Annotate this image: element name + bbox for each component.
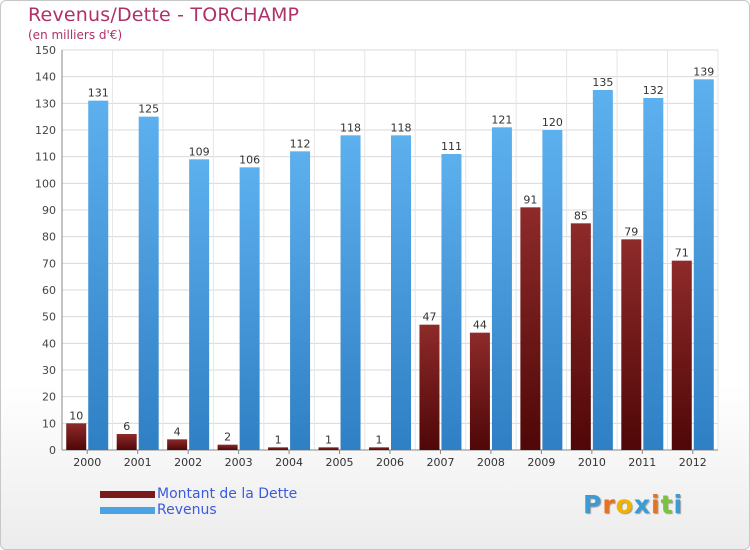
data-label-dette: 47 — [422, 311, 436, 324]
data-label-dette: 1 — [275, 433, 282, 446]
x-tick-label: 2005 — [326, 456, 354, 469]
bar-dette — [520, 207, 541, 450]
proxiti-logo: Proxiti — [583, 490, 684, 519]
chart-subtitle: (en milliers d'€) — [28, 28, 123, 42]
y-tick-label: 0 — [49, 444, 56, 457]
data-label-revenus: 131 — [88, 87, 109, 100]
x-tick-label: 2000 — [73, 456, 101, 469]
x-tick-label: 2010 — [578, 456, 606, 469]
bar-revenus — [643, 98, 664, 450]
x-tick-label: 2007 — [426, 456, 454, 469]
bar-revenus — [491, 127, 512, 450]
data-label-dette: 2 — [224, 431, 231, 444]
legend-label-dette: Montant de la Dette — [157, 486, 298, 502]
y-tick-label: 30 — [42, 364, 56, 377]
y-tick-label: 100 — [35, 177, 56, 190]
bar-revenus — [189, 159, 210, 451]
y-tick-label: 130 — [35, 97, 56, 110]
bar-dette — [621, 239, 642, 450]
legend-swatch-revenus — [100, 506, 155, 514]
y-tick-label: 50 — [42, 311, 56, 324]
data-label-dette: 71 — [675, 247, 689, 260]
data-label-dette: 1 — [325, 433, 332, 446]
y-tick-label: 60 — [42, 284, 56, 297]
y-tick-label: 110 — [35, 151, 56, 164]
y-tick-label: 80 — [42, 231, 56, 244]
bar-dette — [217, 444, 238, 450]
bar-revenus — [290, 151, 311, 451]
data-label-revenus: 139 — [693, 65, 714, 78]
bar-dette — [671, 260, 692, 450]
legend: Montant de la Dette Revenus — [100, 486, 297, 518]
data-label-dette: 44 — [473, 319, 487, 332]
data-label-revenus: 135 — [592, 76, 613, 89]
data-label-revenus: 118 — [340, 121, 361, 134]
data-label-revenus: 112 — [290, 137, 311, 150]
data-label-revenus: 120 — [542, 116, 563, 129]
bar-revenus — [441, 154, 462, 450]
data-label-dette: 4 — [174, 425, 181, 438]
bar-revenus — [88, 100, 109, 451]
data-label-dette: 6 — [123, 420, 130, 433]
data-label-revenus: 111 — [441, 140, 462, 153]
y-tick-label: 120 — [35, 124, 56, 137]
data-label-revenus: 132 — [643, 84, 664, 97]
x-tick-label: 2003 — [225, 456, 253, 469]
x-tick-label: 2004 — [275, 456, 303, 469]
data-label-revenus: 125 — [138, 103, 159, 116]
legend-item-revenus: Revenus — [100, 502, 297, 518]
bar-revenus — [239, 167, 260, 451]
y-tick-label: 10 — [42, 417, 56, 430]
legend-label-revenus: Revenus — [157, 502, 217, 518]
data-label-dette: 91 — [523, 193, 537, 206]
data-label-dette: 79 — [624, 225, 638, 238]
x-tick-label: 2006 — [376, 456, 404, 469]
plot-area — [62, 50, 718, 450]
x-tick-label: 2009 — [527, 456, 555, 469]
data-label-revenus: 109 — [189, 145, 210, 158]
bar-dette — [369, 447, 389, 450]
legend-item-dette: Montant de la Dette — [100, 486, 297, 502]
bar-revenus — [592, 90, 613, 450]
bar-revenus — [138, 116, 159, 451]
y-tick-label: 150 — [35, 44, 56, 57]
y-tick-label: 40 — [42, 337, 56, 350]
x-tick-label: 2001 — [124, 456, 152, 469]
data-label-revenus: 121 — [491, 113, 512, 126]
bar-dette — [116, 434, 137, 450]
bar-dette — [469, 332, 490, 450]
x-tick-label: 2002 — [174, 456, 202, 469]
bar-dette — [167, 439, 188, 450]
bar-revenus — [542, 130, 563, 450]
legend-swatch-dette — [100, 490, 155, 498]
x-tick-label: 2008 — [477, 456, 505, 469]
data-label-dette: 10 — [69, 409, 83, 422]
x-tick-label: 2012 — [679, 456, 707, 469]
data-label-revenus: 106 — [239, 153, 260, 166]
data-label-dette: 1 — [376, 433, 383, 446]
y-tick-label: 140 — [35, 71, 56, 84]
y-tick-label: 90 — [42, 204, 56, 217]
x-tick-label: 2011 — [628, 456, 656, 469]
bar-revenus — [693, 79, 714, 450]
chart-title: Revenus/Dette - TORCHAMP — [28, 4, 300, 26]
data-label-revenus: 118 — [391, 121, 412, 134]
data-label-dette: 85 — [574, 209, 588, 222]
bar-dette — [419, 324, 440, 450]
bar-dette — [318, 447, 339, 450]
bar-dette — [268, 447, 289, 450]
bar-revenus — [340, 135, 361, 451]
bar-dette — [570, 223, 591, 450]
bar-revenus — [391, 135, 411, 451]
y-tick-label: 70 — [42, 257, 56, 270]
y-tick-label: 20 — [42, 391, 56, 404]
bar-dette — [66, 423, 87, 450]
